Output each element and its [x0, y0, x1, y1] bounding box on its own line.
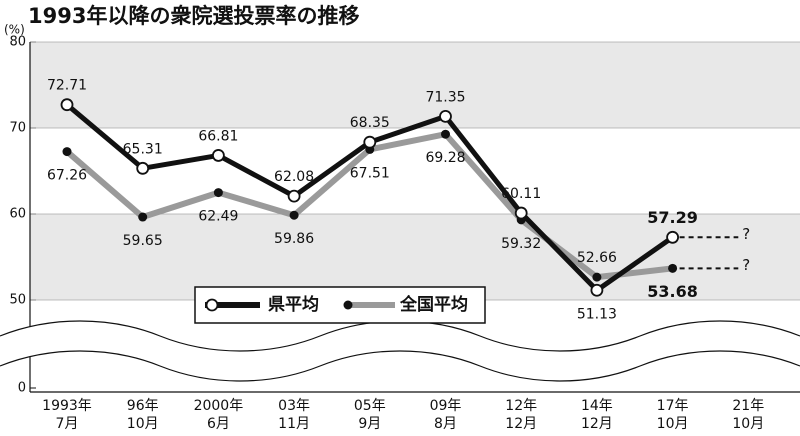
break-line — [0, 350, 800, 382]
data-point — [136, 161, 150, 175]
y-tick-label: 70 — [9, 121, 26, 136]
data-label: 72.71 — [47, 78, 87, 94]
y-tick-label: 50 — [9, 293, 26, 308]
data-point — [668, 263, 678, 273]
data-point — [287, 189, 301, 203]
x-tick-label: 8月 — [434, 416, 457, 432]
data-label: 62.08 — [274, 169, 314, 185]
x-tick-label: 09年 — [430, 398, 462, 414]
data-point — [666, 230, 679, 244]
x-tick-label: 9月 — [358, 416, 381, 432]
data-label: 68.35 — [350, 115, 390, 131]
x-tick-label: 6月 — [207, 416, 230, 432]
legend-label: 県平均 — [268, 294, 319, 315]
x-tick-label: 1993年 — [42, 398, 92, 414]
data-label: 60.11 — [501, 186, 541, 202]
data-point — [439, 109, 452, 123]
data-point — [213, 188, 223, 198]
legend-marker — [343, 300, 353, 310]
data-label: 53.68 — [647, 282, 698, 301]
x-tick-label: 10月 — [127, 416, 159, 432]
data-point — [363, 135, 377, 149]
data-label: 67.26 — [47, 168, 87, 184]
data-label: 67.51 — [350, 165, 390, 181]
grid-band — [30, 42, 800, 128]
data-point — [289, 210, 299, 220]
data-label: 71.35 — [425, 89, 465, 105]
x-tick-label: 21年 — [732, 398, 764, 414]
data-label: 59.86 — [274, 231, 314, 247]
data-point — [211, 149, 225, 162]
grid-band — [30, 214, 800, 300]
x-tick-label: 12月 — [581, 416, 613, 432]
x-tick-label: 10月 — [657, 416, 689, 432]
annotation: ? — [742, 225, 750, 243]
data-point — [62, 147, 72, 157]
x-tick-label: 12年 — [505, 398, 537, 414]
legend-label: 全国平均 — [399, 294, 468, 315]
legend-marker — [205, 298, 219, 312]
x-tick-label: 11月 — [278, 416, 310, 432]
x-tick-label: 96年 — [127, 398, 159, 414]
data-point — [60, 98, 74, 112]
data-label: 51.13 — [577, 306, 617, 322]
data-point — [138, 212, 148, 222]
x-tick-label: 10月 — [732, 416, 764, 432]
data-point — [592, 272, 602, 282]
x-tick-label: 12月 — [505, 416, 537, 432]
y-tick-label: 0 — [18, 381, 26, 396]
x-tick-label: 7月 — [56, 416, 79, 432]
y-unit: (%) — [4, 23, 25, 37]
data-label: 57.29 — [647, 208, 698, 227]
data-point — [441, 129, 450, 139]
data-label: 65.31 — [123, 141, 163, 157]
x-tick-label: 2000年 — [194, 398, 244, 414]
annotation: ? — [742, 256, 750, 274]
x-tick-label: 14年 — [581, 398, 613, 414]
data-label: 52.66 — [577, 250, 617, 266]
data-label: 59.65 — [123, 233, 163, 249]
data-label: 62.49 — [198, 209, 238, 225]
axis-break — [0, 320, 800, 382]
data-label: 66.81 — [198, 128, 238, 144]
data-point — [514, 206, 528, 220]
data-point — [590, 283, 604, 297]
chart-title: 1993年以降の衆院選投票率の推移 — [28, 4, 359, 28]
x-tick-label: 17年 — [657, 398, 689, 414]
x-tick-label: 03年 — [278, 398, 310, 414]
x-tick-label: 05年 — [354, 398, 386, 414]
y-tick-label: 60 — [9, 207, 26, 222]
y-tick-label: 80 — [9, 35, 26, 50]
data-label: 69.28 — [425, 150, 465, 166]
data-label: 59.32 — [501, 236, 541, 252]
